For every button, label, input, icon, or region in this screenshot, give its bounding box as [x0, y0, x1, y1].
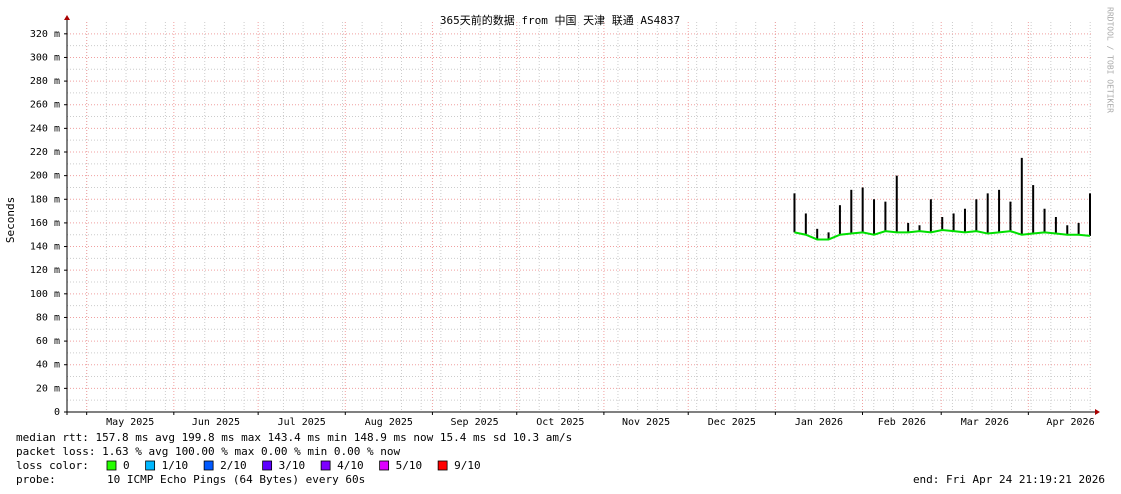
y-tick-label: 100 m — [30, 289, 60, 300]
stats-line: packet loss: 1.63 % avg 100.00 % max 0.0… — [16, 445, 400, 458]
y-tick-label: 320 m — [30, 29, 60, 40]
loss-color-label: loss color: — [16, 459, 89, 472]
x-tick-label: Sep 2025 — [451, 417, 499, 428]
loss-color-label: 5/10 — [396, 459, 423, 472]
x-tick-label: Nov 2025 — [622, 417, 670, 428]
loss-color-label: 9/10 — [454, 459, 481, 472]
probe-label: probe: — [16, 473, 56, 486]
end-time: end: Fri Apr 24 21:19:21 2026 — [913, 473, 1105, 486]
stats-line: median rtt: 157.8 ms avg 199.8 ms max 14… — [16, 431, 572, 444]
x-tick-label: Jan 2026 — [795, 417, 843, 428]
x-tick-label: Apr 2026 — [1046, 417, 1094, 428]
y-tick-label: 60 m — [36, 336, 60, 347]
loss-color-swatch — [320, 460, 331, 471]
y-tick-label: 20 m — [36, 383, 60, 394]
loss-color-label: 1/10 — [162, 459, 189, 472]
y-tick-label: 120 m — [30, 265, 60, 276]
y-tick-label: 240 m — [30, 123, 60, 134]
y-tick-label: 200 m — [30, 171, 60, 182]
probe: 10 ICMP Echo Pings (64 Bytes) every 60s — [107, 473, 365, 486]
loss-color-label: 0 — [123, 459, 130, 472]
y-tick-label: 180 m — [30, 194, 60, 205]
y-tick-label: 280 m — [30, 76, 60, 87]
loss-color-label: 4/10 — [337, 459, 364, 472]
loss-color-swatch — [145, 460, 156, 471]
y-tick-label: 140 m — [30, 242, 60, 253]
loss-color-label: 3/10 — [279, 459, 306, 472]
loss-color-swatch — [262, 460, 273, 471]
loss-color-swatch — [437, 460, 448, 471]
x-tick-label: Oct 2025 — [536, 417, 584, 428]
chart-title: 365天前的数据 from 中国 天津 联通 AS4837 — [440, 13, 680, 27]
x-tick-label: Dec 2025 — [708, 417, 756, 428]
x-tick-label: Jun 2025 — [192, 417, 240, 428]
x-tick-label: Mar 2026 — [961, 417, 1009, 428]
y-tick-label: 80 m — [36, 312, 60, 323]
x-tick-label: Jul 2025 — [278, 417, 326, 428]
axis-arrow — [1095, 409, 1100, 415]
side-label: RRDTOOL / TOBI OETIKER — [1106, 7, 1115, 113]
y-tick-label: 220 m — [30, 147, 60, 158]
x-tick-label: Aug 2025 — [365, 417, 413, 428]
y-tick-label: 40 m — [36, 360, 60, 371]
y-tick-label: 0 — [54, 407, 60, 418]
y-tick-label: 260 m — [30, 100, 60, 111]
median-line — [794, 228, 1091, 241]
loss-color-label: 2/10 — [220, 459, 247, 472]
x-tick-label: May 2025 — [106, 417, 154, 428]
y-axis-label: Seconds — [4, 197, 17, 243]
axis-arrow — [64, 15, 70, 20]
loss-color-swatch — [379, 460, 390, 471]
x-tick-label: Feb 2026 — [878, 417, 926, 428]
loss-color-swatch — [203, 460, 214, 471]
y-tick-label: 160 m — [30, 218, 60, 229]
y-tick-label: 300 m — [30, 52, 60, 63]
loss-color-swatch — [106, 460, 117, 471]
